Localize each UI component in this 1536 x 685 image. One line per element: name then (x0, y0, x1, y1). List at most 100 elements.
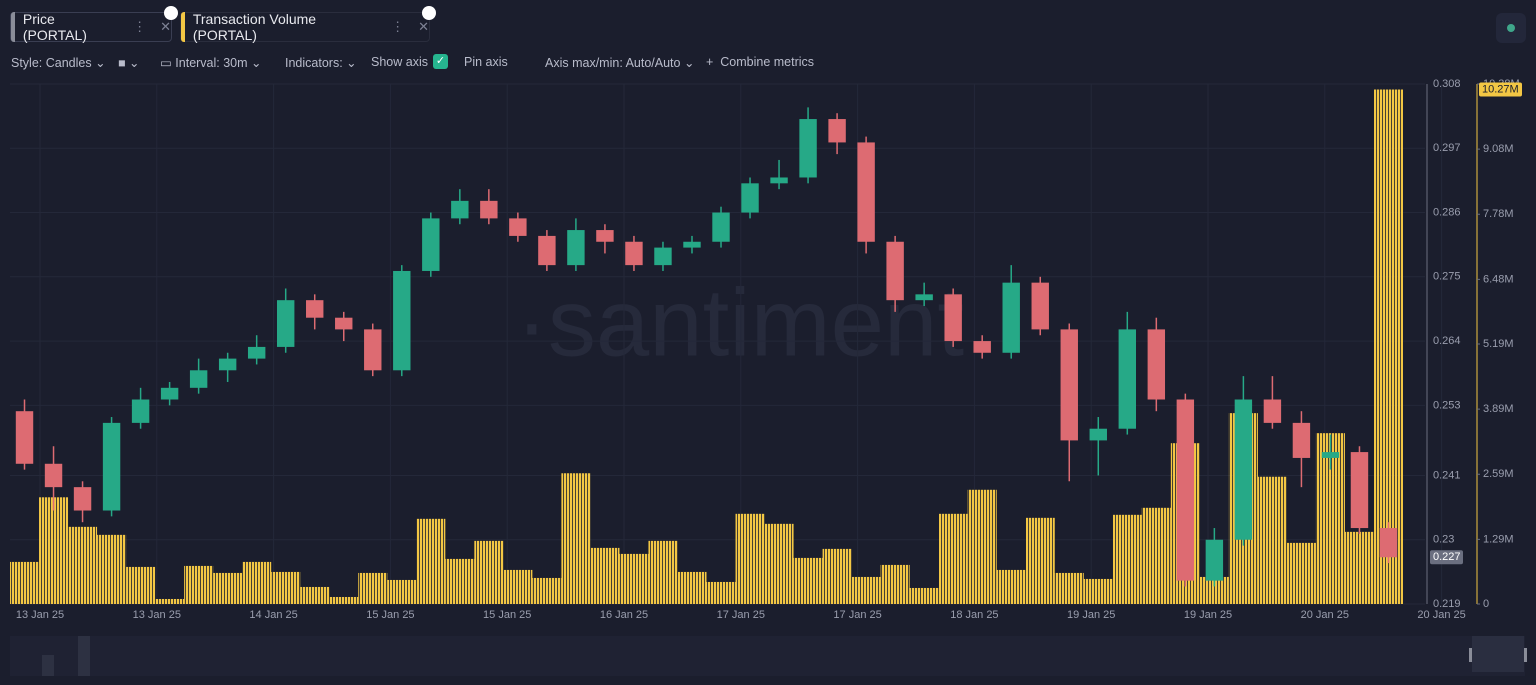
volume-bar (68, 526, 98, 604)
volume-bar (909, 587, 939, 604)
candle-body (1060, 329, 1078, 441)
candle-body (218, 358, 237, 371)
candle-body (102, 422, 121, 511)
candle-body (1176, 399, 1195, 581)
y2-tick-label: 2.59M (1483, 468, 1514, 480)
candle-body (1147, 329, 1166, 400)
volume-bar (300, 586, 330, 604)
indicators-label: Indicators: (285, 56, 343, 70)
y-tick-label: 0.253 (1433, 399, 1461, 411)
candle-body (770, 177, 788, 184)
tab-close[interactable]: ✕ (418, 19, 429, 34)
candle-body (509, 218, 527, 236)
volume-bar (416, 518, 446, 604)
navigator-handle[interactable] (1524, 648, 1527, 662)
tab-menu[interactable]: ⋮ (133, 19, 147, 34)
tab-color (181, 12, 185, 42)
indicators-select[interactable]: Indicators: ⌄ (285, 56, 357, 70)
candle-body (131, 399, 150, 423)
color-select[interactable]: ■ ⌄ (118, 56, 140, 70)
last-price-label: 0.227 (1433, 551, 1461, 563)
combine-metrics[interactable]: + Combine metrics (706, 55, 815, 69)
y2-tick-label: 9.08M (1483, 143, 1514, 155)
style-label: Style: Candles (11, 56, 92, 70)
navigator-handle[interactable] (1469, 648, 1472, 662)
volume-bar (677, 571, 707, 604)
style-select[interactable]: Style: Candles ⌄ (11, 56, 106, 70)
x-tick-label: 19 Jan 25 (1184, 609, 1232, 621)
volume-bar (1054, 572, 1084, 604)
candle-body (160, 387, 179, 400)
y2-tick-label: 6.48M (1483, 273, 1514, 285)
y2-tick-label: 7.78M (1483, 208, 1514, 220)
last-value-label: 10.27M (1482, 83, 1519, 95)
combine-label: Combine metrics (720, 55, 815, 69)
volume-bar (793, 557, 823, 604)
volume-bar (1257, 476, 1287, 604)
candle-body (15, 411, 34, 464)
volume-bar (126, 566, 156, 604)
axis-maxmin[interactable]: Axis max/min: Auto/Auto ⌄ (545, 56, 695, 70)
candle-body (1205, 539, 1224, 581)
volume-bar (184, 565, 214, 604)
volume-bar (97, 534, 127, 604)
tab-menu[interactable]: ⋮ (391, 19, 405, 34)
show-axis[interactable]: Show axis (371, 55, 428, 69)
candle-body (944, 294, 962, 342)
volume-bar (706, 581, 736, 604)
navigator-bar (78, 636, 90, 676)
y-tick-label: 0.308 (1433, 78, 1461, 90)
volume-bar (996, 569, 1026, 604)
x-tick-label: 17 Jan 25 (717, 609, 765, 621)
candle-body (857, 142, 875, 242)
candle-body (538, 235, 556, 266)
show-axis-label: Show axis (371, 55, 428, 69)
volume-bar (39, 497, 69, 604)
y2-tick-label: 5.19M (1483, 338, 1514, 350)
volume-bar (1141, 507, 1171, 604)
candle-body (73, 487, 92, 511)
volume-bar (1344, 531, 1374, 604)
pin-axis[interactable]: Pin axis (464, 55, 508, 69)
y-tick-label: 0.219 (1433, 598, 1461, 610)
volume-bar (735, 513, 765, 604)
x-tick-label: 15 Jan 25 (366, 609, 414, 621)
candle-body (1089, 428, 1107, 441)
candle-body (683, 241, 701, 248)
candle-body (44, 463, 63, 488)
checkbox-checked[interactable]: ✓ (433, 54, 448, 69)
x-tick-label: 20 Jan 25 (1301, 609, 1349, 621)
chain-icon (164, 6, 178, 20)
candle-body (451, 200, 469, 219)
navigator-window[interactable] (1472, 636, 1524, 672)
candle-body (1031, 282, 1049, 330)
y2-tick-label: 3.89M (1483, 403, 1514, 415)
last-price-box (1430, 550, 1463, 565)
tab-label: Transaction Volume (PORTAL) (192, 11, 317, 43)
volume-bar (561, 473, 591, 604)
candle-body (335, 317, 353, 330)
navigator[interactable] (10, 636, 1525, 676)
candle-body (596, 230, 614, 242)
volume-bar (938, 513, 968, 604)
candle-body (1350, 452, 1369, 529)
candle-body (799, 119, 817, 178)
volume-bar (503, 569, 533, 604)
candle-body (1292, 422, 1311, 458)
volume-bar (1373, 89, 1403, 604)
metric-tab[interactable]: Price (PORTAL) ⋮ ✕ (10, 11, 172, 43)
chain-icon (422, 6, 436, 20)
candle-body (1002, 282, 1020, 353)
interval-select[interactable]: ▭ Interval: 30m ⌄ (160, 56, 262, 70)
x-tick-label: 18 Jan 25 (950, 609, 998, 621)
x-tick-label: 13 Jan 25 (133, 609, 181, 621)
settings-button[interactable] (1496, 13, 1526, 43)
y-tick-label: 0.241 (1433, 469, 1461, 481)
axis-maxmin-label: Axis max/min: Auto/Auto (545, 56, 681, 70)
x-tick-label: 13 Jan 25 (16, 609, 64, 621)
tab-color (11, 12, 15, 42)
tab-close[interactable]: ✕ (160, 19, 171, 34)
volume-bar (329, 596, 359, 604)
metric-tab[interactable]: Transaction Volume (PORTAL) ⋮ ✕ (180, 11, 430, 43)
volume-bar (387, 579, 417, 604)
